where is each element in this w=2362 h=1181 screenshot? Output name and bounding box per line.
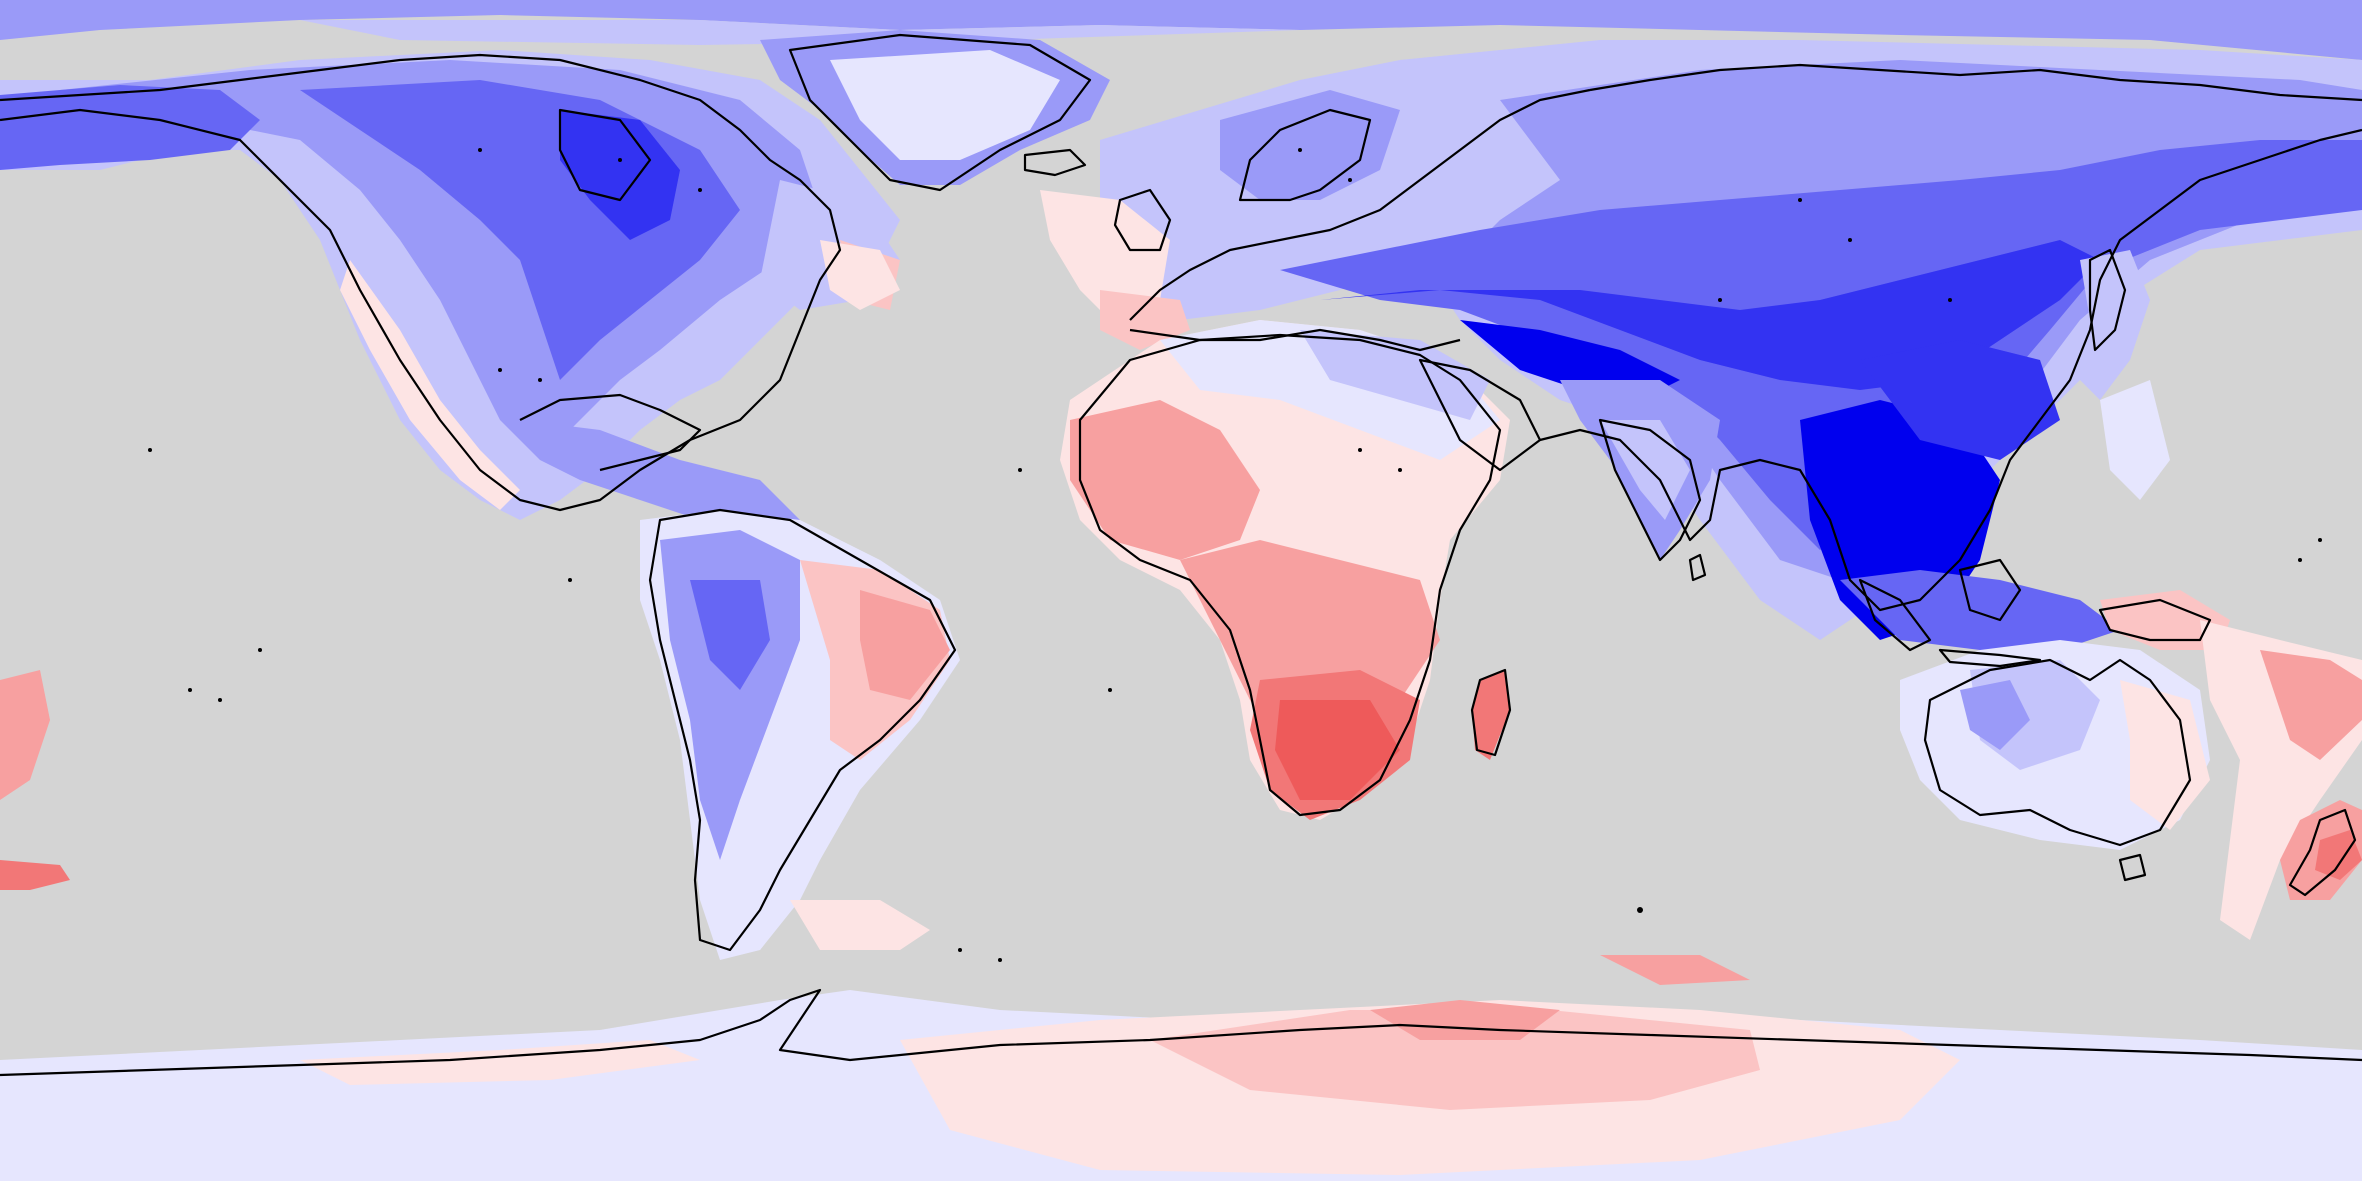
antarctic-pink-inner [1150, 1010, 1760, 1110]
africa-northeast-blue [1300, 330, 1490, 420]
speck [538, 378, 542, 382]
coastline-antarctica [0, 988, 2362, 1077]
speck [498, 368, 502, 372]
coastline-sri-lanka [1688, 553, 1707, 582]
speck [1398, 468, 1402, 472]
speck [1348, 178, 1352, 182]
coastline-hudson-bay [558, 108, 652, 202]
coastline-new-zealand [2288, 808, 2357, 897]
speck [1298, 148, 1302, 152]
region-antarctica [0, 955, 2362, 1181]
speck [1637, 907, 1643, 913]
arctic-shade [0, 0, 2362, 60]
region-arctic [0, 0, 2362, 60]
na-westcoast-pink [340, 260, 520, 510]
speck [1848, 238, 1852, 242]
speck [1018, 468, 1022, 472]
speck [618, 158, 622, 162]
coastline-borneo [1958, 558, 2022, 622]
sa-south-pink [790, 900, 930, 950]
central-america-shade [520, 420, 800, 540]
region-africa [1060, 320, 1510, 820]
pacific-light-strip [2100, 380, 2170, 500]
sa-blue-core [690, 580, 770, 690]
coastline-japan [2088, 248, 2127, 352]
south-china-deep [1860, 340, 2060, 460]
speck [1718, 298, 1722, 302]
coastline-asia-south [1539, 128, 2362, 612]
coastline-british-isles [1113, 188, 1172, 252]
coastline-tasmania [2118, 853, 2147, 882]
sa-northeast-pink [860, 590, 950, 700]
speck [698, 188, 702, 192]
speck [568, 578, 572, 582]
region-europe [820, 55, 1650, 350]
coastline-india [1598, 418, 1702, 562]
region-pacific-west-edge [0, 670, 70, 890]
coastline-java [1938, 648, 2042, 668]
coastline-scandinavia [1238, 108, 1372, 202]
africa-west-red [1070, 400, 1260, 560]
scandinavia-shade [1220, 90, 1400, 200]
greenland-light [830, 50, 1060, 160]
speck [1358, 448, 1362, 452]
coastline-australia [1923, 658, 2192, 847]
region-south-america [640, 510, 960, 960]
coastline-arabia [1418, 358, 1542, 472]
coastline-sumatra [1858, 578, 1932, 652]
europe-west-pink [1040, 190, 1170, 320]
edge-pink-1 [0, 670, 50, 800]
new-zealand-core [2315, 830, 2362, 880]
speck [2318, 538, 2322, 542]
arctic-shade-light [300, 20, 1300, 45]
coastline-africa [1078, 333, 1502, 817]
region-asia [1280, 40, 2362, 640]
speck [478, 148, 482, 152]
speck [1798, 198, 1802, 202]
southern-ocean-pink [1600, 955, 1750, 985]
atlantic-pink-tongue [820, 240, 900, 310]
speck [148, 448, 152, 452]
speck [1108, 688, 1112, 692]
coastlines [0, 33, 2362, 1077]
coastline-south-america [648, 508, 957, 952]
coastline-asia-north [1589, 63, 2362, 102]
africa-south-core [1275, 700, 1400, 800]
madagascar-shade [1472, 670, 1510, 760]
na-inner [560, 110, 680, 240]
speck [188, 688, 192, 692]
pacific-pink-inner [2260, 650, 2362, 760]
island-specks [148, 148, 2322, 962]
speck [998, 958, 1002, 962]
coastline-gulf [519, 393, 702, 472]
speck [258, 648, 262, 652]
coastline-europe [1129, 88, 1591, 321]
indonesia-blue [1840, 570, 2120, 650]
speck [1948, 298, 1952, 302]
coastline-madagascar [1470, 668, 1512, 757]
antarctic-west-pink [300, 1040, 700, 1085]
coastline-iceland [1023, 148, 1087, 177]
speck [2298, 558, 2302, 562]
coastline-new-guinea [2098, 598, 2212, 642]
coastline-greenland [788, 33, 1092, 192]
speck [958, 948, 962, 952]
coastline-north-america [0, 53, 842, 512]
sa-south-light [730, 780, 830, 950]
edge-pink-2 [0, 860, 70, 890]
alaska-shade [0, 85, 260, 170]
australia-east-pink [2120, 680, 2210, 830]
australia-northwest-blue [1960, 680, 2030, 750]
speck [218, 698, 222, 702]
region-oceania [1840, 570, 2362, 940]
